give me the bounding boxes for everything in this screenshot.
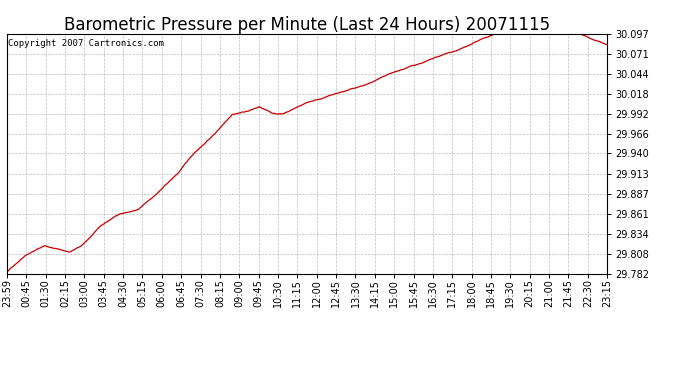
Title: Barometric Pressure per Minute (Last 24 Hours) 20071115: Barometric Pressure per Minute (Last 24 … xyxy=(64,16,550,34)
Text: Copyright 2007 Cartronics.com: Copyright 2007 Cartronics.com xyxy=(8,39,164,48)
